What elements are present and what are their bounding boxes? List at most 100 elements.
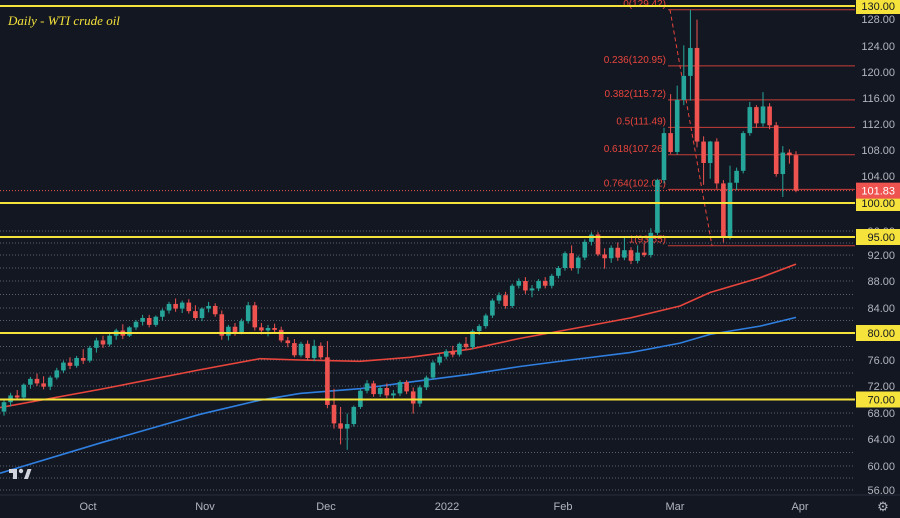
candle-body: [21, 384, 27, 398]
level-price-tag: [856, 391, 900, 408]
candle-body: [516, 281, 522, 286]
candle-body: [272, 328, 277, 330]
price-tick-label: 112.00: [862, 119, 895, 131]
moving-average-red-line: [0, 263, 797, 409]
last-price-tag-label: 101.83: [861, 186, 895, 198]
candle-body: [490, 300, 495, 316]
candle-body: [1, 402, 7, 412]
price-tick-label: 92.00: [867, 250, 895, 262]
candle-body: [655, 180, 660, 233]
level-price-tag: [856, 195, 900, 211]
price-tick-label: 56.00: [867, 485, 895, 497]
level-price-tag-label: 95.00: [867, 232, 895, 244]
price-tick-label: 128.00: [861, 14, 895, 26]
gear-icon[interactable]: ⚙: [877, 499, 889, 514]
candle-body: [410, 391, 416, 404]
candle-body: [747, 107, 753, 134]
candle-body: [470, 331, 475, 348]
candle-body: [542, 281, 548, 286]
candle-body: [523, 281, 528, 291]
candle-body: [146, 318, 152, 325]
candle-body: [437, 356, 442, 363]
candle-body: [61, 362, 66, 371]
price-tick-label: 104.00: [861, 171, 895, 183]
candle-body: [754, 107, 759, 124]
candle-body: [582, 241, 588, 258]
candle-body: [140, 318, 145, 322]
level-price-tag: [856, 325, 900, 341]
candle-body: [391, 393, 396, 396]
candle-body: [483, 315, 489, 327]
candle-body: [232, 326, 238, 333]
candle-body: [325, 357, 330, 405]
candle-body: [364, 383, 370, 391]
time-tick-label: Apr: [791, 501, 808, 513]
candle-body: [648, 232, 654, 255]
fib-level-label: 0.236(120.95): [604, 55, 666, 66]
candle-body: [589, 234, 594, 242]
time-tick-label: Nov: [195, 501, 215, 513]
candle-body: [285, 340, 291, 344]
candle-body: [430, 362, 436, 378]
candle-body: [569, 253, 574, 268]
price-tick-label: 108.00: [861, 145, 895, 157]
candle-body: [397, 382, 403, 394]
candle-body: [252, 305, 258, 328]
candle-body: [740, 133, 746, 171]
candle-body: [529, 288, 535, 291]
candle-body: [265, 328, 271, 331]
candle-body: [179, 302, 185, 309]
fib-level-label: 0.618(107.26): [604, 144, 666, 155]
time-tick-label: Oct: [79, 501, 96, 513]
candle-body: [622, 250, 627, 258]
candle-body: [212, 305, 218, 315]
fib-level-label: 0.382(115.72): [604, 89, 666, 100]
candle-body: [298, 343, 304, 356]
candle-body: [457, 343, 462, 355]
candle-body: [377, 388, 383, 395]
level-price-tag: [856, 229, 900, 245]
candle-body: [404, 382, 409, 392]
candle-body: [87, 347, 93, 361]
candle-body: [688, 47, 693, 76]
candle-body: [74, 357, 79, 366]
candle-body: [193, 311, 198, 318]
candle-body: [694, 47, 700, 142]
price-tick-label: 88.00: [867, 276, 895, 288]
candle-body: [199, 308, 205, 318]
candle-body: [787, 152, 792, 156]
candle-body: [721, 183, 726, 237]
price-tick-label: 76.00: [867, 355, 895, 367]
price-axis: [855, 0, 900, 495]
candle-body: [80, 357, 86, 361]
candle-body: [503, 295, 508, 306]
candle-body: [34, 378, 40, 384]
price-tick-label: 64.00: [867, 434, 895, 446]
candle-body: [443, 351, 449, 357]
candle-body: [641, 252, 647, 255]
candle-body: [674, 99, 680, 152]
tradingview-logo-icon[interactable]: [8, 466, 32, 482]
candle-body: [338, 423, 343, 429]
candle-body: [575, 257, 581, 268]
level-price-tag-label: 130.00: [861, 1, 895, 13]
candle-body: [496, 295, 502, 301]
candle-body: [417, 387, 423, 404]
candle-body: [28, 378, 33, 385]
candle-body: [536, 281, 541, 289]
candle-body: [41, 383, 46, 387]
candle-body: [549, 275, 555, 286]
candle-body: [450, 351, 456, 355]
candle-body: [681, 75, 687, 100]
candle-body: [476, 326, 482, 332]
price-tick-label: 72.00: [867, 381, 895, 393]
candle-body: [100, 340, 106, 345]
candle-body: [707, 141, 713, 163]
candle-body: [615, 247, 621, 258]
candle-body: [127, 327, 132, 336]
candle-body: [463, 343, 469, 348]
candle-body: [608, 247, 614, 259]
level-price-tag-label: 100.00: [861, 198, 895, 210]
